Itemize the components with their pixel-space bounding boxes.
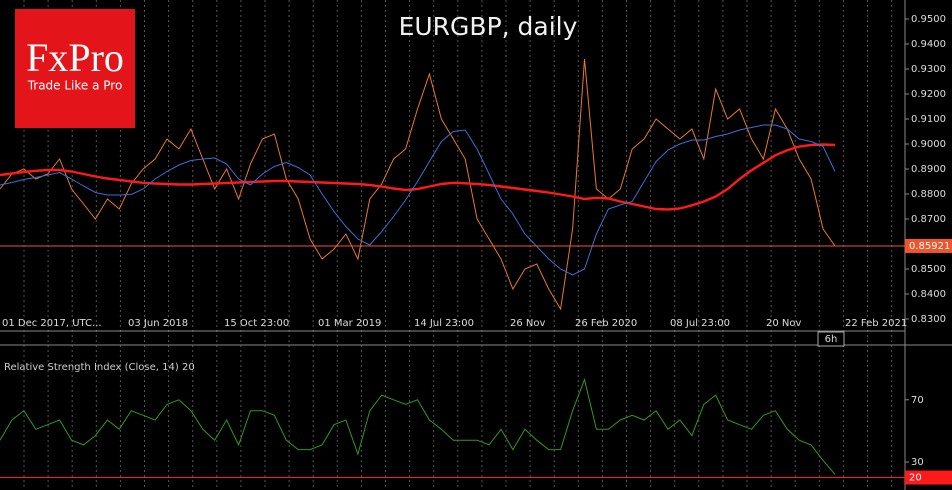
rsi-title: Relative Strength Index (Close, 14) 20 <box>4 362 195 373</box>
x-tick-label: 20 Nov <box>766 318 802 329</box>
annotation-box <box>817 331 845 347</box>
y-tick-label: 0.8700 <box>911 214 946 225</box>
y-tick-label: 30 <box>911 457 924 468</box>
series-line <box>0 377 836 475</box>
x-tick-label: 08 Jul 23:00 <box>670 318 730 329</box>
level-label: 20 <box>909 473 922 484</box>
series-line <box>0 124 836 276</box>
y-tick-label: 0.9300 <box>911 64 946 75</box>
grid <box>23 0 893 490</box>
last-price-box <box>905 238 952 253</box>
y-tick-label: 0.8900 <box>911 164 946 175</box>
y-tick-label: 70 <box>911 395 924 406</box>
plot <box>0 58 836 475</box>
y-tick-label: 0.9200 <box>911 89 946 100</box>
x-tick-label: 26 Nov <box>510 318 546 329</box>
logo-box <box>15 9 135 128</box>
series-line <box>0 143 836 211</box>
y-tick-label: 0.8400 <box>911 289 946 300</box>
x-tick-label: 22 Feb 2021 <box>845 318 907 329</box>
series-line <box>0 58 836 311</box>
y-tick-label: 0.9100 <box>911 114 946 125</box>
y-tick-label: 0.8500 <box>911 264 946 275</box>
x-tick-label: 01 Dec 2017, UTC... <box>2 318 102 329</box>
x-tick-label: 01 Mar 2019 <box>318 318 381 329</box>
x-tick-label: 26 Feb 2020 <box>575 318 637 329</box>
y-tick-label: 0.8300 <box>911 314 946 325</box>
chart-title: EURGBP, daily <box>399 12 578 41</box>
annotation: 6h <box>825 334 838 345</box>
y-tick-label: 0.9500 <box>911 14 946 25</box>
last-price-label: 0.85921 <box>909 241 950 252</box>
logo-brand: FxPro <box>26 35 124 80</box>
x-tick-label: 14 Jul 23:00 <box>414 318 474 329</box>
y-tick-label: 0.9400 <box>911 39 946 50</box>
logo-tagline: Trade Like a Pro <box>27 79 123 93</box>
level-box <box>905 470 952 485</box>
y-tick-label: 0.9000 <box>911 139 946 150</box>
x-tick-label: 15 Oct 23:00 <box>224 318 289 329</box>
y-tick-label: 0.8800 <box>911 189 946 200</box>
x-tick-label: 03 Jun 2018 <box>128 318 188 329</box>
